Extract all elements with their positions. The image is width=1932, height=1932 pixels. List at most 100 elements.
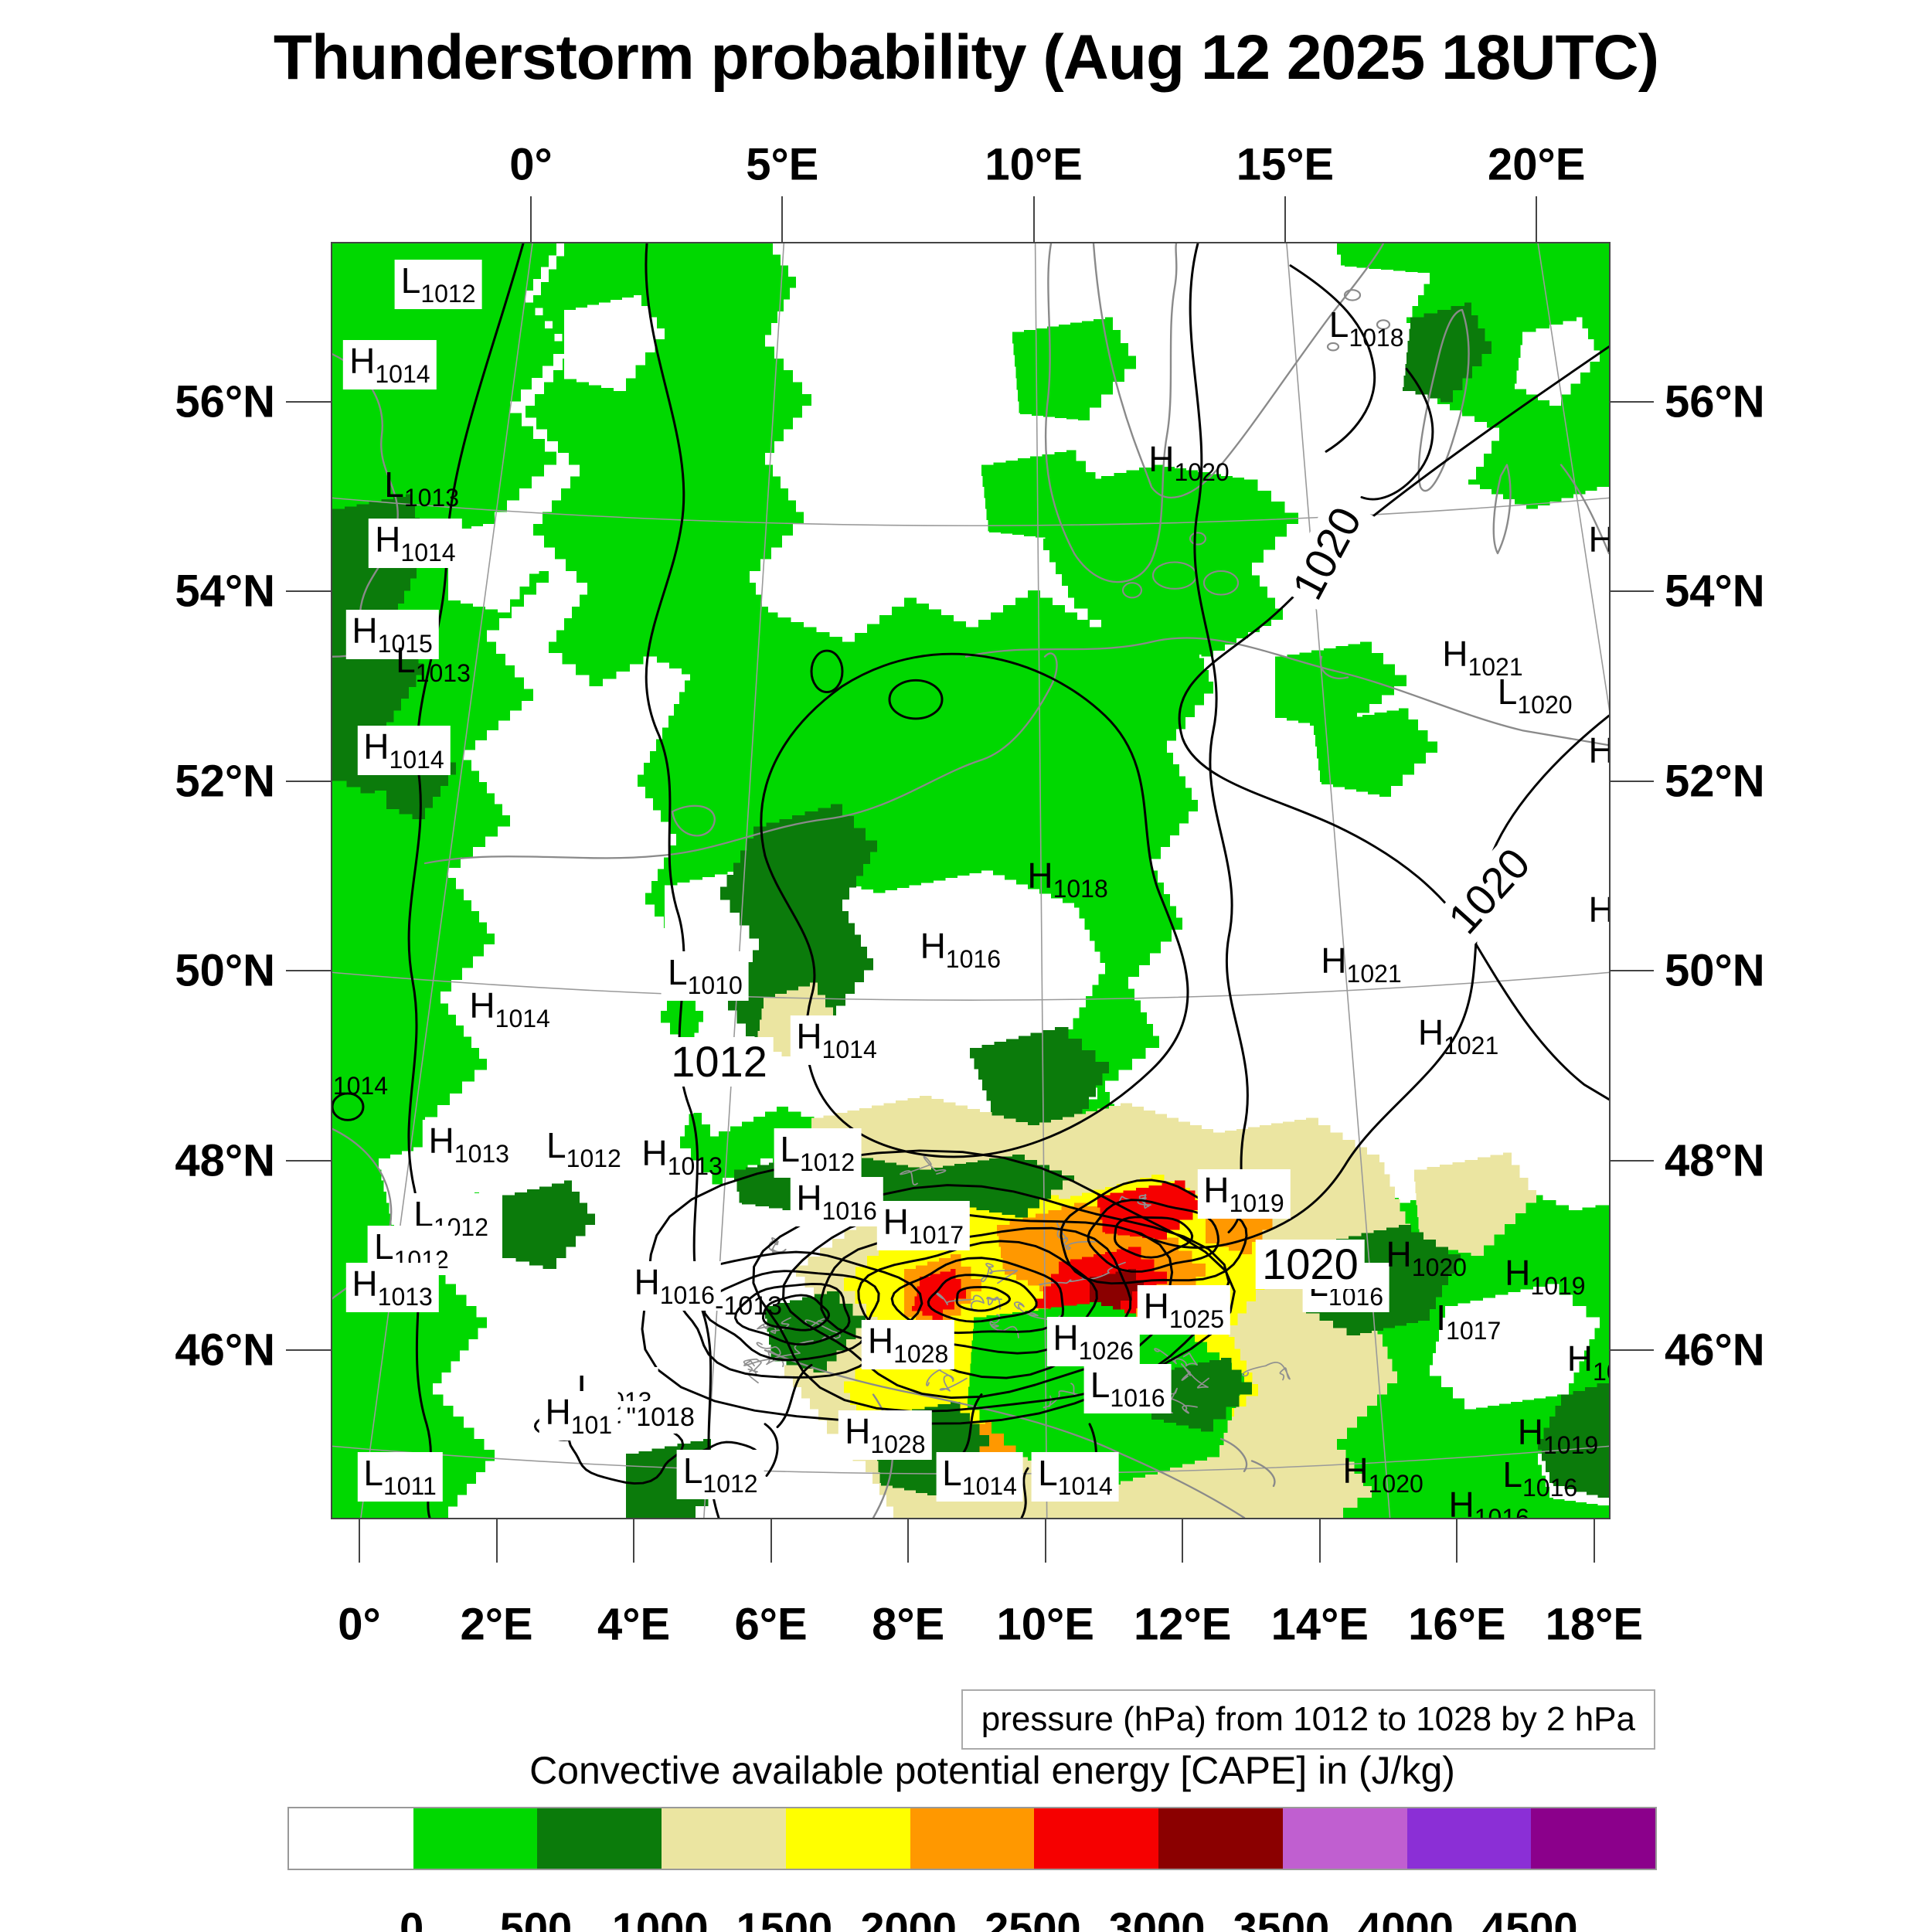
pressure-center-label: 1020 [1279, 493, 1375, 613]
bottom-axis-tick [633, 1516, 635, 1563]
pressure-center-label: 1012 [665, 1036, 774, 1087]
colorbar-tick-label: 500 [499, 1903, 573, 1932]
pressure-center-label: H1021 [1442, 633, 1523, 681]
pressure-center-label: H1018 [1027, 855, 1108, 903]
bottom-axis-tick [1593, 1516, 1595, 1563]
left-axis-tick-label: 46°N [175, 1325, 275, 1376]
pressure-center-label: H1017 [876, 1201, 971, 1251]
left-axis-tick [286, 1349, 331, 1351]
right-axis-tick [1609, 780, 1654, 782]
pressure-center-label: L1012 [394, 259, 482, 309]
pressure-center-label: H1028 [838, 1410, 932, 1460]
pressure-center-label: H1020 [1386, 1233, 1467, 1281]
pressure-centers-layer: L1012H1014L1013H1014H1015L1013H1014H1014… [332, 243, 1609, 1518]
pressure-center-label: H1021 [1417, 1012, 1499, 1060]
pressure-center-label: H1013 [422, 1119, 515, 1169]
pressure-center-label: L1012 [774, 1128, 862, 1179]
top-axis-tick-label: 10°E [985, 139, 1083, 190]
bottom-axis-tick-label: 18°E [1545, 1599, 1644, 1650]
pressure-center-label: L1020 [1497, 672, 1573, 719]
bottom-axis-tick [1318, 1516, 1321, 1563]
colorbar-segment [1531, 1808, 1656, 1869]
top-axis-tick-label: 0° [509, 139, 553, 190]
pressure-center-label: L1013 [384, 464, 460, 512]
bottom-axis-tick [359, 1516, 360, 1563]
pressure-center-label: ''1018 [620, 1400, 701, 1434]
top-axis-tick [1032, 196, 1035, 242]
pressure-center-label: -1013 [715, 1291, 783, 1321]
pressure-center-label: H1014 [332, 1055, 389, 1100]
colorbar-tick-label: 1000 [611, 1903, 709, 1932]
pressure-center-label: 1020 [1434, 834, 1544, 948]
pressure-center-label: L1010 [661, 951, 749, 1002]
pressure-center-label: L1016 [1083, 1364, 1172, 1414]
right-axis-tick [1609, 590, 1654, 593]
top-axis-tick-label: 5°E [746, 139, 819, 190]
pressure-center-label: I1017 [1436, 1298, 1502, 1345]
left-axis-tick-label: 52°N [175, 756, 275, 807]
left-axis-tick-label: 54°N [175, 566, 275, 617]
pressure-center-label: H1019 [1505, 1253, 1586, 1301]
bottom-axis-tick-label: 14°E [1270, 1599, 1369, 1650]
bottom-axis-tick-label: 2°E [460, 1599, 533, 1650]
pressure-center-label: H [1588, 733, 1609, 776]
left-axis-tick [286, 780, 331, 782]
bottom-axis-tick-label: 16°E [1408, 1599, 1506, 1650]
bottom-axis-tick [1182, 1516, 1184, 1563]
pressure-center-label: L1016 [1502, 1454, 1578, 1502]
pressure-center-label: H1019 [1517, 1412, 1599, 1460]
right-axis-tick-label: 50°N [1665, 945, 1765, 996]
pressure-center-label: L1014 [936, 1452, 1023, 1502]
top-axis-tick [781, 196, 784, 242]
colorbar-segment [662, 1808, 786, 1869]
pressure-center-label: H10 [1566, 1338, 1609, 1386]
pressure-center-label: H1021 [1321, 940, 1402, 988]
colorbar-tick-label: 2500 [985, 1903, 1081, 1932]
bottom-axis-tick [770, 1516, 772, 1563]
bottom-axis-tick-label: 4°E [597, 1599, 671, 1650]
top-axis-tick-label: 15°E [1236, 139, 1335, 190]
colorbar-tick-label: 0 [400, 1903, 424, 1932]
colorbar-tick-label: 4500 [1481, 1903, 1578, 1932]
pressure-center-label: H1015 [345, 610, 439, 660]
pressure-contour-legend-text: pressure (hPa) from 1012 to 1028 by 2 hP… [981, 1700, 1635, 1738]
left-axis-tick [286, 401, 331, 403]
colorbar-tick-label: 3000 [1108, 1903, 1206, 1932]
pressure-center-label: H1020 [1148, 438, 1230, 486]
bottom-axis-tick-label: 6°E [734, 1599, 808, 1650]
left-axis-tick [286, 590, 331, 593]
pressure-center-label: L1013 [396, 640, 471, 688]
pressure-center-label: H1019 [1197, 1169, 1291, 1219]
pressure-center-label: H1014 [357, 726, 451, 776]
right-axis-tick [1609, 1349, 1654, 1351]
pressure-center-label: H1014 [469, 985, 550, 1033]
left-axis-tick [286, 970, 331, 972]
pressure-center-label: H [1588, 892, 1609, 935]
right-axis-tick [1609, 401, 1654, 403]
right-axis-tick-label: 48°N [1665, 1135, 1765, 1186]
right-axis-tick-label: 56°N [1665, 376, 1765, 427]
pressure-center-label: L1018 [1328, 304, 1404, 352]
colorbar-title: Convective available potential energy [C… [529, 1749, 1455, 1792]
right-axis-tick [1609, 970, 1654, 972]
chart-title: Thunderstorm probability (Aug 12 2025 18… [273, 22, 1659, 93]
bottom-axis-tick-label: 8°E [872, 1599, 945, 1650]
colorbar-segment [1034, 1808, 1159, 1869]
left-axis-tick-label: 48°N [175, 1135, 275, 1186]
colorbar-tick-label: 3500 [1233, 1903, 1330, 1932]
left-axis-tick-label: 56°N [175, 376, 275, 427]
pressure-center-label: L1012 [546, 1125, 621, 1173]
pressure-center-label: H1014 [343, 339, 437, 389]
left-axis-tick-label: 50°N [175, 945, 275, 996]
pressure-center-label: H1016 [628, 1260, 721, 1311]
pressure-center-label: 1020 [1256, 1239, 1365, 1289]
colorbar [287, 1807, 1657, 1870]
right-axis-tick-label: 46°N [1665, 1325, 1765, 1376]
colorbar-segment [910, 1808, 1035, 1869]
bottom-axis-tick [1456, 1516, 1458, 1563]
pressure-center-label: H1020 [1342, 1450, 1423, 1498]
pressure-center-label: H1026 [1046, 1317, 1140, 1367]
pressure-center-label: H1016 [790, 1177, 883, 1227]
bottom-axis-tick-label: 0° [338, 1599, 381, 1650]
